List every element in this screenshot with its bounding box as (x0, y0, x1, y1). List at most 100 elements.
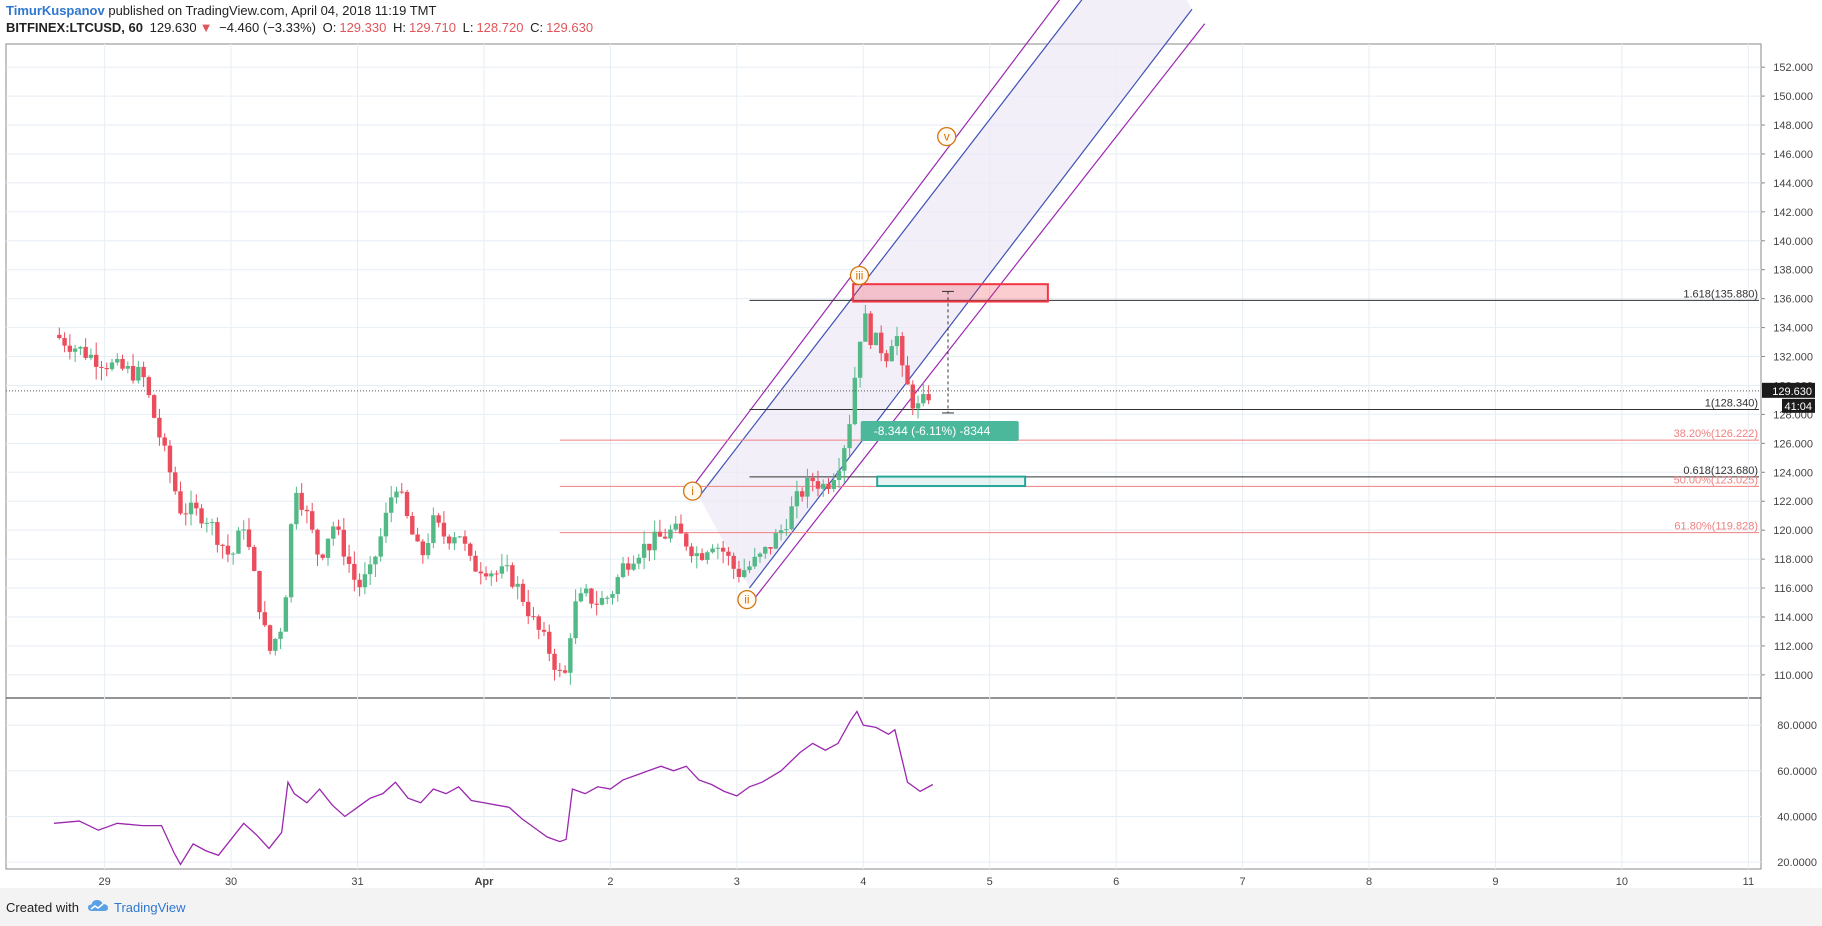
high-value: 129.710 (408, 20, 456, 35)
candle-up (431, 515, 436, 544)
candle-up (710, 548, 715, 553)
rsi-line (53, 710, 934, 866)
created-with-text: Created with (6, 900, 79, 915)
candle-up (605, 597, 610, 599)
candle-down (657, 531, 663, 537)
candle-up (457, 536, 462, 538)
x-tick-label: 29 (98, 876, 110, 888)
x-tick-label: 6 (1113, 876, 1119, 888)
fib-level-label: 61.80%(119.828) (1674, 521, 1758, 533)
candle-down (441, 522, 447, 537)
candle-down (341, 529, 347, 557)
last-price-value: 129.630 (1772, 386, 1812, 398)
candle-up (668, 529, 673, 539)
candle-up (241, 529, 246, 531)
rsi-tick-label: 40.0000 (1777, 811, 1817, 823)
candle-up (715, 547, 721, 549)
candle-up (784, 529, 789, 531)
candle-up (747, 566, 752, 571)
candle-down (315, 529, 320, 555)
candle-down (531, 616, 536, 618)
candle-down (868, 313, 873, 346)
candle-down (557, 669, 563, 671)
candle-up (778, 530, 784, 534)
candle-down (246, 529, 252, 548)
y-tick-label: 122.000 (1773, 496, 1813, 508)
candle-up (125, 365, 131, 369)
chart-header: TimurKuspanov published on TradingView.c… (0, 0, 1822, 44)
publish-info: TimurKuspanov published on TradingView.c… (6, 3, 436, 18)
x-tick-label: 31 (351, 876, 363, 888)
candle-up (742, 570, 747, 577)
x-tick-label: 5 (987, 876, 993, 888)
wave-label-text: iii (855, 269, 863, 283)
candle-down (199, 508, 204, 524)
candle-up (694, 553, 699, 557)
x-tick-label: 30 (225, 876, 237, 888)
candle-down (336, 526, 341, 530)
candle-down (194, 502, 199, 509)
y-tick-label: 116.000 (1774, 583, 1813, 595)
y-tick-label: 136.000 (1773, 294, 1813, 306)
candle-down (99, 366, 104, 369)
ohlc-legend: BITFINEX:LTCUSD, 60 129.630 ▼ −4.460 (−3.… (6, 20, 596, 35)
x-tick-label: 10 (1616, 876, 1628, 888)
open-label: O: (322, 20, 337, 35)
candle-up (367, 564, 373, 575)
candle-down (93, 354, 99, 367)
low-label: L: (462, 20, 474, 35)
last-price: 129.630 (149, 20, 197, 35)
candle-down (547, 631, 552, 654)
fib-level-label: 50.00%(123.025) (1674, 474, 1758, 486)
x-tick-label: 2 (607, 876, 613, 888)
y-tick-label: 138.000 (1773, 265, 1813, 277)
x-tick-label: 3 (734, 876, 740, 888)
candle-up (842, 448, 847, 471)
tradingview-cloud-icon (88, 900, 108, 911)
candle-down (589, 588, 594, 604)
candle-down (404, 491, 410, 516)
candle-down (473, 555, 478, 572)
candle-up (373, 556, 378, 565)
candle-down (178, 491, 183, 514)
candle-up (863, 313, 868, 342)
candle-up (331, 526, 336, 539)
y-tick-label: 124.000 (1773, 467, 1813, 479)
candle-down (399, 491, 404, 493)
resistance-zone-box (852, 283, 1049, 303)
y-tick-label: 114.000 (1774, 612, 1813, 624)
candle-down (689, 546, 694, 557)
x-tick-label: 11 (1743, 876, 1754, 888)
candle-down (662, 536, 668, 539)
candle-down (415, 534, 420, 542)
candle-up (489, 573, 494, 577)
low-value: 128.720 (476, 20, 524, 35)
price-chart[interactable]: 29 30 31 Apr 2 3 4 5 6 7 8 9 10 11 110.000 112.000 114.0… (0, 0, 1822, 888)
tradingview-brand[interactable]: TradingView (114, 900, 186, 915)
candle-up (88, 354, 94, 358)
candle-down (346, 556, 352, 564)
candle-up (115, 358, 120, 363)
candle-down (267, 625, 273, 651)
symbol-label[interactable]: BITFINEX:LTCUSD, 60 (6, 20, 143, 35)
candle-down (720, 547, 726, 552)
author-link[interactable]: TimurKuspanov (6, 3, 105, 18)
y-tick-label: 120.000 (1773, 525, 1813, 537)
last-price-tag (1762, 382, 1815, 398)
candle-down (320, 554, 325, 558)
candle-down (478, 571, 483, 574)
close-label: C: (530, 20, 544, 35)
candle-up (894, 336, 900, 347)
y-tick-label: 118.000 (1774, 554, 1813, 566)
candle-up (921, 394, 926, 404)
candle-up (378, 536, 383, 557)
candle-up (673, 523, 678, 530)
candle-down (146, 377, 152, 396)
candle-down (699, 553, 705, 560)
candle-down (436, 515, 441, 523)
y-tick-label: 148.000 (1773, 120, 1813, 132)
candle-down (626, 563, 631, 570)
fib-level-label: 38.20%(126.222) (1674, 428, 1758, 440)
candle-up (583, 588, 589, 594)
y-tick-label: 150.000 (1773, 91, 1813, 103)
